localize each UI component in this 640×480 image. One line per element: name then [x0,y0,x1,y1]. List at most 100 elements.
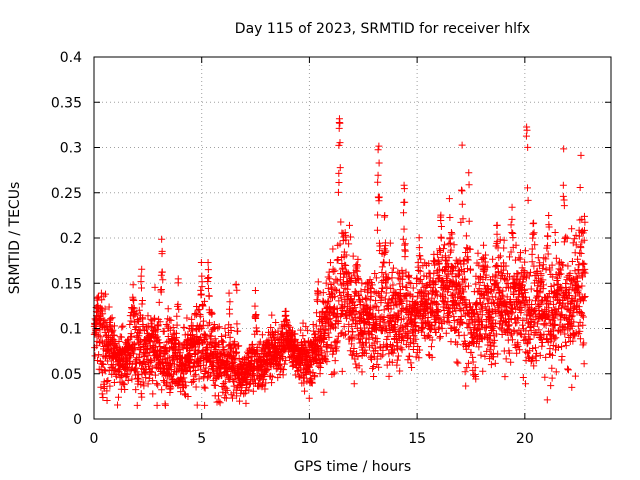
data-point [259,380,267,388]
data-point [460,331,468,339]
data-point [128,375,136,383]
data-point [417,275,425,283]
data-point [205,372,213,380]
data-point [486,346,494,354]
data-point [280,366,288,374]
data-point [496,236,504,244]
data-point [432,329,440,337]
data-point [156,342,164,350]
data-point [333,287,341,295]
data-point [221,324,229,332]
data-point [540,281,548,289]
data-point [545,316,553,324]
data-point [434,308,442,316]
data-point [513,349,521,357]
data-point [394,339,402,347]
data-point [479,367,487,375]
data-point [349,298,357,306]
data-point [424,290,432,298]
data-point [338,367,346,375]
data-point [322,356,330,364]
data-point [324,273,332,281]
data-point [409,284,417,292]
data-point [99,393,107,401]
data-point [137,284,145,292]
data-point [523,126,531,134]
data-point [153,380,161,388]
data-point [539,264,547,272]
data-point [491,359,499,367]
data-point [103,378,111,386]
data-point [138,265,146,273]
data-point [471,364,479,372]
data-point [381,279,389,287]
data-point [380,306,388,314]
data-point [234,342,242,350]
data-point [466,245,474,253]
data-point [367,292,375,300]
data-point [309,369,317,377]
data-point [316,325,324,333]
data-point [405,274,413,282]
data-point [146,356,154,364]
data-point [144,352,152,360]
data-point [466,266,474,274]
data-point [144,312,152,320]
data-point [171,335,179,343]
data-point [542,353,550,361]
data-point [458,200,466,208]
data-point [215,323,223,331]
data-point [325,297,333,305]
data-point [342,251,350,259]
data-point [118,323,126,331]
data-point [440,307,448,315]
data-point [372,274,380,282]
data-point [452,307,460,315]
data-point [98,390,106,398]
data-point [400,185,408,193]
data-point [412,322,420,330]
data-point [560,202,568,210]
data-point [423,290,431,298]
data-point [350,380,358,388]
data-point [124,376,132,384]
data-point [407,359,415,367]
data-point [408,364,416,372]
data-point [124,336,132,344]
data-point [130,296,138,304]
data-point [575,290,583,298]
data-point [393,361,401,369]
data-point [496,286,504,294]
data-point [464,256,472,264]
data-point [197,290,205,298]
data-point [562,342,570,350]
data-point [226,310,234,318]
data-point [114,401,122,409]
data-point [551,322,559,330]
data-point [493,237,501,245]
data-point [376,343,384,351]
data-point [119,322,127,330]
data-point [436,332,444,340]
data-point [501,373,509,381]
data-point [505,349,513,357]
data-point [525,272,533,280]
data-point [463,364,471,372]
data-point [561,338,569,346]
data-point [462,300,470,308]
data-point [166,382,174,390]
y-tick-label: 0 [73,412,82,428]
data-point [509,234,517,242]
data-point [464,359,472,367]
data-point [256,376,264,384]
data-point [382,289,390,297]
data-point [542,321,550,329]
y-tick-label: 0.25 [51,186,82,202]
data-point [221,378,229,386]
data-point [331,267,339,275]
data-point [552,254,560,262]
data-point [561,330,569,338]
data-point [104,357,112,365]
data-point [318,349,326,357]
data-point [580,236,588,244]
